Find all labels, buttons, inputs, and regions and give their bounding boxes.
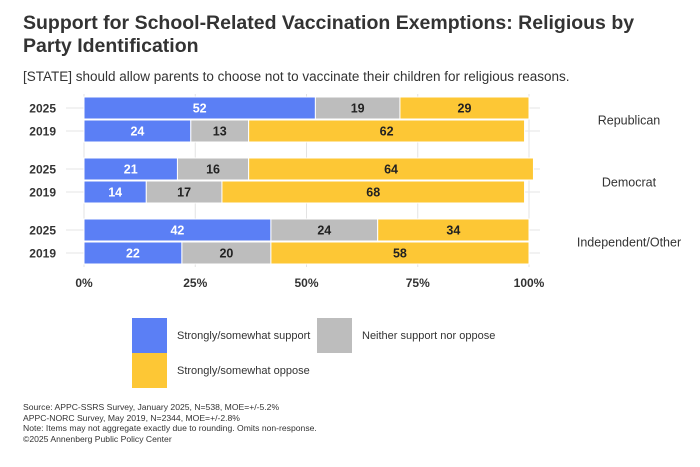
x-tick-label: 25% [183, 276, 207, 290]
data-label-oppose: 29 [458, 102, 472, 116]
data-label-support: 24 [130, 125, 144, 139]
bar-oppose [399, 96, 530, 120]
stacked-bar-chart: 2025 52 19 29 2019 24 13 62 Republican 2025 21 16 64… [29, 94, 681, 290]
data-label-support: 14 [108, 186, 122, 200]
group-label: Democrat [602, 176, 657, 190]
data-label-neither: 17 [177, 186, 191, 200]
legend-label-neither: Neither support nor oppose [362, 329, 496, 342]
source-line: Note: Items may not aggregate exactly du… [23, 423, 317, 434]
data-label-support: 42 [170, 224, 184, 238]
x-tick-label: 50% [294, 276, 318, 290]
year-label: 2019 [29, 186, 56, 200]
group-label: Independent/Other [577, 236, 681, 250]
x-tick-label: 100% [514, 276, 545, 290]
chart-title: Support for School-Related Vaccination E… [23, 12, 635, 57]
data-label-support: 52 [193, 102, 207, 116]
legend-swatch-neither [317, 318, 352, 353]
data-label-oppose: 34 [446, 224, 460, 238]
bar-oppose [221, 180, 526, 204]
year-label: 2025 [29, 224, 56, 238]
data-label-oppose: 68 [366, 186, 380, 200]
legend-swatch-oppose [132, 353, 167, 388]
legend-label-oppose: Strongly/somewhat oppose [177, 364, 310, 377]
legend-swatch-support [132, 318, 167, 353]
bar-oppose [248, 157, 534, 181]
legend-item-neither: Neither support nor oppose [317, 318, 495, 353]
data-label-neither: 13 [213, 125, 227, 139]
legend-item-oppose: Strongly/somewhat oppose [132, 353, 310, 388]
data-label-neither: 16 [206, 163, 220, 177]
data-label-neither: 24 [317, 224, 331, 238]
source-line: APPC-NORC Survey, May 2019, N=2344, MOE=… [23, 412, 240, 423]
data-label-neither: 20 [219, 247, 233, 261]
x-tick-label: 0% [75, 276, 93, 290]
year-label: 2025 [29, 102, 56, 116]
data-label-support: 21 [124, 163, 138, 177]
source-notes: Source: APPC-SSRS Survey, January 2025, … [23, 402, 623, 444]
data-label-oppose: 64 [384, 163, 398, 177]
source-line: ©2025 Annenberg Public Policy Center [23, 433, 172, 444]
bar-oppose [248, 119, 526, 143]
data-label-oppose: 58 [393, 247, 407, 261]
group-label: Republican [598, 114, 661, 128]
year-label: 2025 [29, 163, 56, 177]
bar-oppose [377, 218, 530, 242]
bar-oppose [270, 241, 530, 265]
data-label-neither: 19 [351, 102, 365, 116]
year-label: 2019 [29, 247, 56, 261]
x-tick-label: 75% [406, 276, 430, 290]
legend-item-support: Strongly/somewhat support [132, 318, 310, 353]
chart-legend: Strongly/somewhat support Neither suppor… [132, 318, 552, 388]
data-label-oppose: 62 [380, 125, 394, 139]
chart-subtitle: [STATE] should allow parents to choose n… [23, 69, 570, 84]
data-label-support: 22 [126, 247, 140, 261]
source-line: Source: APPC-SSRS Survey, January 2025, … [23, 402, 280, 412]
legend-label-support: Strongly/somewhat support [177, 329, 311, 342]
year-label: 2019 [29, 125, 56, 139]
